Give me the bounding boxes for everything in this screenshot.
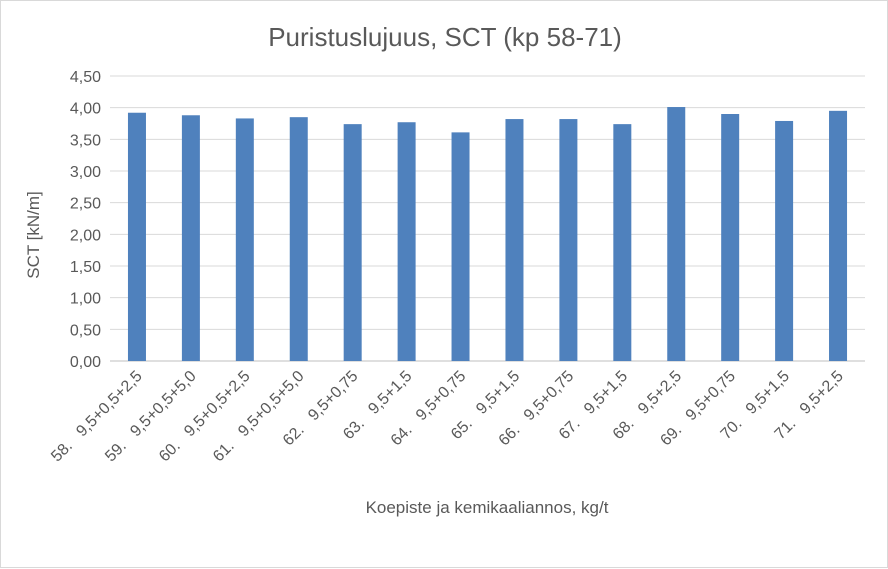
y-tick-label: 4,00 bbox=[70, 101, 101, 118]
bar bbox=[289, 117, 308, 362]
x-axis-title: Koepiste ja kemikaaliannos, kg/t bbox=[366, 498, 609, 517]
bar bbox=[775, 120, 794, 361]
bar bbox=[235, 118, 254, 361]
bar bbox=[181, 115, 200, 362]
bar bbox=[721, 114, 740, 361]
y-axis-title: SCT [kN/m] bbox=[24, 191, 43, 279]
y-tick-label: 0,50 bbox=[70, 322, 101, 339]
y-tick-label: 1,00 bbox=[70, 291, 101, 308]
y-tick-label: 4,50 bbox=[70, 69, 101, 86]
bar bbox=[397, 122, 416, 361]
y-tick-label: 3,50 bbox=[70, 132, 101, 149]
bar bbox=[343, 124, 362, 361]
bar bbox=[559, 119, 578, 361]
y-tick-label: 3,00 bbox=[70, 164, 101, 181]
bars bbox=[127, 107, 848, 362]
y-tick-label: 2,50 bbox=[70, 196, 101, 213]
bar bbox=[613, 124, 632, 361]
chart-title: Puristuslujuus, SCT (kp 58-71) bbox=[268, 22, 622, 52]
y-tick-label: 1,50 bbox=[70, 259, 101, 276]
x-tick-label: 58. 9,5+0,5+2,5 bbox=[48, 368, 146, 466]
x-tick-label: 61. 9,5+0,5+5,0 bbox=[210, 368, 308, 466]
bar bbox=[829, 110, 848, 361]
x-tick-label: 59. 9,5+0,5+5,0 bbox=[102, 368, 200, 466]
x-tick-label: 60. 9,5+0,5+2,5 bbox=[156, 368, 254, 466]
bar bbox=[127, 112, 146, 361]
bar bbox=[505, 119, 524, 361]
bar bbox=[667, 107, 686, 362]
y-tick-label: 0,00 bbox=[70, 354, 101, 371]
gridlines bbox=[110, 75, 865, 362]
x-axis-ticks: 58. 9,5+0,5+2,559. 9,5+0,5+5,060. 9,5+0,… bbox=[48, 368, 847, 466]
y-axis-ticks: 0,00 0,50 1,00 1,50 2,00 2,50 3,00 3,50 4,00 4,50 bbox=[70, 69, 101, 371]
bar bbox=[451, 132, 470, 361]
y-tick-label: 2,00 bbox=[70, 227, 101, 244]
